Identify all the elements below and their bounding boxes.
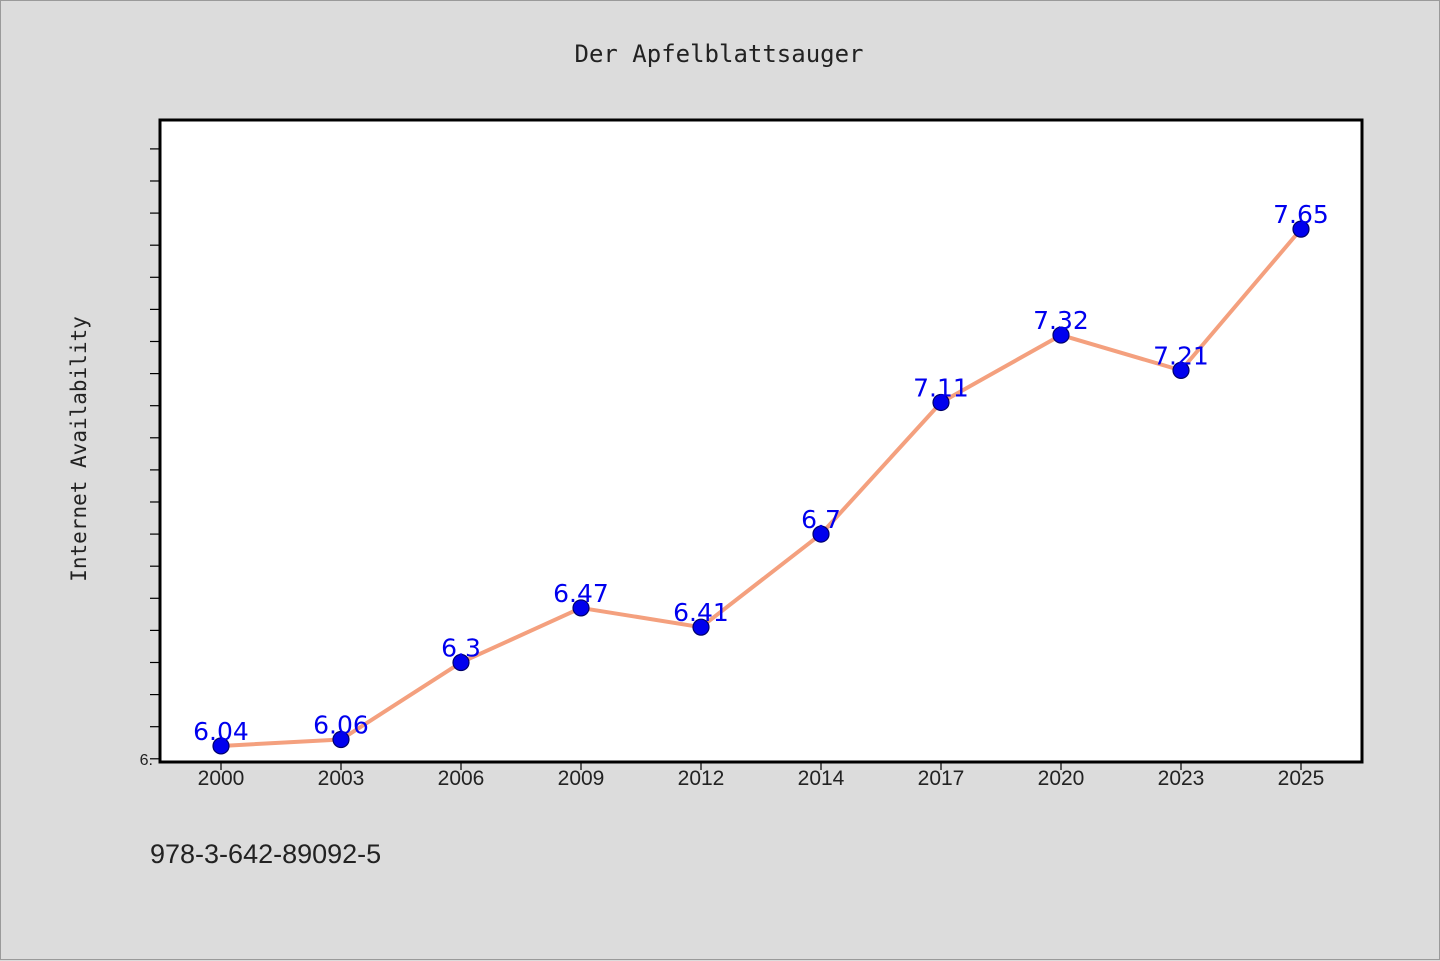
plot-area [158, 118, 1364, 764]
data-label: 6.3 [441, 633, 481, 662]
series-lines [220, 227, 1303, 748]
chart-title: Der Apfelblattsauger [575, 40, 864, 68]
data-point [692, 618, 710, 636]
data-label: 6.7 [801, 505, 841, 534]
y-axis-ticks: 6. [140, 148, 160, 769]
data-point [1172, 361, 1190, 379]
x-tick-label: 2000 [198, 767, 245, 790]
data-label: 7.65 [1273, 200, 1329, 229]
x-tick-label: 2023 [1158, 767, 1205, 790]
data-point [1292, 220, 1310, 238]
data-point [572, 599, 590, 617]
x-tick-label: 2012 [678, 767, 725, 790]
y-axis-label: Internet Availability [67, 316, 91, 582]
data-point [932, 393, 950, 412]
data-point [332, 730, 350, 749]
y-tick-label: 6. [140, 752, 153, 769]
data-label: 6.47 [553, 579, 609, 608]
data-label: 7.21 [1153, 341, 1209, 370]
x-axis-ticks: 2000 2003 2006 2009 2012 2014 2017 2020 2023 2025 [198, 762, 1325, 790]
data-label: 6.41 [673, 598, 729, 627]
footer-isbn: 978-3-642-89092-5 [150, 839, 381, 869]
x-tick-label: 2025 [1278, 767, 1325, 790]
data-point [452, 653, 470, 672]
data-point [812, 525, 830, 543]
data-labels: 6.04 6.06 6.3 6.47 6.41 6.7 7.11 7.32 7.21 7.65 [193, 200, 1329, 746]
series-line [220, 227, 1303, 748]
x-tick-label: 2014 [798, 767, 845, 790]
x-tick-label: 2006 [438, 767, 485, 790]
x-tick-label: 2003 [318, 767, 365, 790]
x-tick-label: 2017 [918, 767, 965, 790]
data-label: 7.32 [1033, 306, 1089, 335]
data-point [212, 737, 230, 755]
data-label: 6.06 [313, 711, 369, 740]
series-markers [212, 220, 1310, 755]
data-label: 6.04 [193, 717, 249, 746]
data-point [1052, 326, 1070, 344]
x-tick-label: 2009 [558, 767, 605, 790]
x-tick-label: 2020 [1038, 767, 1085, 790]
data-label: 7.11 [913, 373, 969, 402]
